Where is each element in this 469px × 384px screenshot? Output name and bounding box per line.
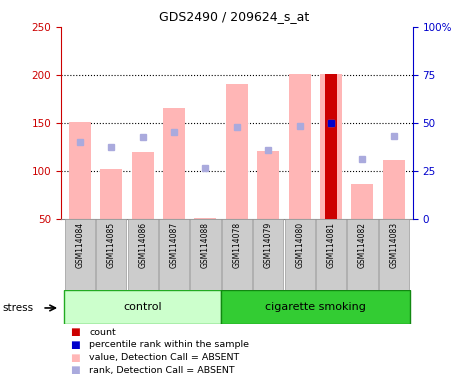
Bar bbox=[253, 219, 283, 290]
Bar bbox=[348, 219, 378, 290]
Text: GSM114080: GSM114080 bbox=[295, 222, 304, 268]
Bar bbox=[222, 219, 252, 290]
Bar bbox=[285, 219, 315, 290]
Bar bbox=[96, 219, 126, 290]
Text: GSM114086: GSM114086 bbox=[138, 222, 147, 268]
Bar bbox=[226, 84, 248, 219]
Bar bbox=[320, 74, 342, 219]
Text: GSM114087: GSM114087 bbox=[169, 222, 179, 268]
Bar bbox=[221, 290, 409, 324]
Bar bbox=[163, 108, 185, 219]
Text: GSM114085: GSM114085 bbox=[107, 222, 116, 268]
Bar bbox=[65, 219, 95, 290]
Text: GDS2490 / 209624_s_at: GDS2490 / 209624_s_at bbox=[159, 10, 310, 23]
Text: ■: ■ bbox=[70, 327, 80, 337]
Text: percentile rank within the sample: percentile rank within the sample bbox=[89, 340, 249, 349]
Text: GSM114081: GSM114081 bbox=[326, 222, 335, 268]
Bar bbox=[64, 290, 221, 324]
Bar bbox=[132, 152, 154, 219]
Text: GSM114084: GSM114084 bbox=[76, 222, 84, 268]
Text: stress: stress bbox=[2, 303, 33, 313]
Text: ■: ■ bbox=[70, 353, 80, 362]
Text: control: control bbox=[123, 302, 162, 312]
Bar bbox=[379, 219, 409, 290]
Text: ■: ■ bbox=[70, 365, 80, 375]
Bar bbox=[316, 219, 346, 290]
Text: value, Detection Call = ABSENT: value, Detection Call = ABSENT bbox=[89, 353, 239, 362]
Text: GSM114083: GSM114083 bbox=[389, 222, 398, 268]
Bar bbox=[195, 218, 216, 219]
Text: count: count bbox=[89, 328, 116, 337]
Text: GSM114082: GSM114082 bbox=[358, 222, 367, 268]
Bar bbox=[159, 219, 189, 290]
Bar bbox=[190, 219, 220, 290]
Text: rank, Detection Call = ABSENT: rank, Detection Call = ABSENT bbox=[89, 366, 235, 375]
Bar bbox=[100, 169, 122, 219]
Text: cigarette smoking: cigarette smoking bbox=[265, 302, 366, 312]
Text: ■: ■ bbox=[70, 340, 80, 350]
Text: GSM114079: GSM114079 bbox=[264, 222, 273, 268]
Text: GSM114088: GSM114088 bbox=[201, 222, 210, 268]
Text: GSM114078: GSM114078 bbox=[232, 222, 242, 268]
Bar bbox=[128, 219, 158, 290]
Bar bbox=[257, 151, 279, 219]
Bar bbox=[288, 74, 310, 219]
Bar bbox=[69, 122, 91, 219]
Bar bbox=[351, 184, 373, 219]
Bar bbox=[325, 74, 337, 219]
Bar bbox=[383, 161, 405, 219]
